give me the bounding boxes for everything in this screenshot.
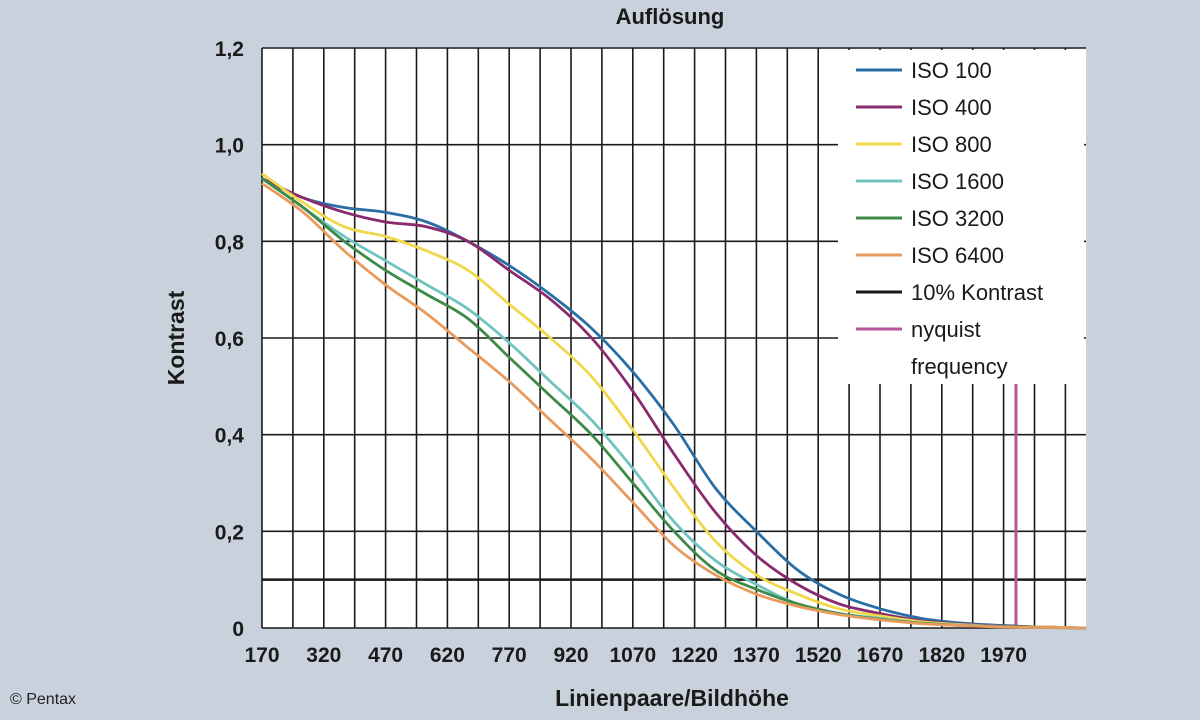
y-tick-label: 0,6 [215,328,244,351]
x-tick-label: 1820 [918,644,965,667]
legend-label: 10% Kontrast [911,280,1043,305]
legend-label: ISO 800 [911,132,992,157]
y-tick-label: 0 [232,618,244,641]
legend-label: ISO 1600 [911,169,1004,194]
x-tick-label: 1520 [795,644,842,667]
x-tick-label: 470 [368,644,403,667]
legend-label-line2: frequency [911,354,1008,379]
y-tick-label: 0,2 [215,521,244,544]
x-tick-label: 1670 [857,644,904,667]
x-tick-label: 1220 [671,644,718,667]
chart-title: Auflösung [616,4,725,29]
y-tick-label: 1,0 [215,135,244,158]
x-tick-label: 1370 [733,644,780,667]
legend-label: ISO 6400 [911,243,1004,268]
y-tick-label: 1,2 [215,38,244,61]
x-tick-label: 320 [306,644,341,667]
x-tick-label: 1970 [980,644,1027,667]
x-axis-title: Linienpaare/Bildhöhe [555,685,789,711]
series-line-iso-6400 [261,182,1087,630]
y-axis-title: Kontrast [163,290,189,385]
x-tick-label: 920 [553,644,588,667]
legend-label: ISO 100 [911,58,992,83]
x-tick-label: 1070 [609,644,656,667]
x-axis-ticks: 170 320 470 620 770 920 1070 1220 1370 1520 1670 18… [244,644,1026,667]
y-tick-label: 0,8 [215,231,245,254]
legend-label: ISO 400 [911,95,992,120]
copyright-credit: © Pentax [10,691,76,708]
x-tick-label: 770 [492,644,527,667]
legend: ISO 100 ISO 400 ISO 800 ISO 1600 ISO 3200 ISO… [838,50,1084,384]
x-tick-label: 620 [430,644,465,667]
series-lines [261,172,1087,630]
legend-label: ISO 3200 [911,206,1004,231]
legend-label: nyquist [911,317,981,342]
x-tick-label: 170 [244,644,279,667]
y-axis-ticks: 0 0,2 0,4 0,6 0,8 1,0 1,2 [215,38,245,641]
reference-lines [262,384,1086,628]
y-tick-label: 0,4 [215,425,245,448]
